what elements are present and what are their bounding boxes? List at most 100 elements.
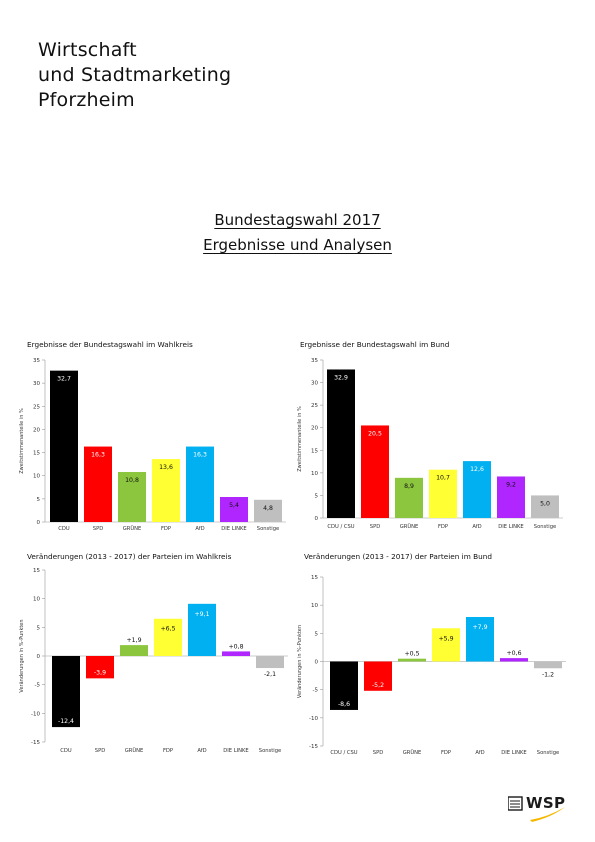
category-label: CDU xyxy=(60,748,72,754)
data-label: -2,1 xyxy=(264,671,276,678)
data-label: +0,6 xyxy=(506,650,521,657)
bar-cdu xyxy=(330,661,358,710)
y-tick-label: 35 xyxy=(33,358,40,364)
y-tick-label: 0 xyxy=(315,660,319,666)
chart-changes-federal: -15 -10 -5 0 5 10 15 Veränderungen in %-Punkten… xyxy=(295,565,595,760)
category-label: FDP xyxy=(441,750,451,756)
y-tick-label: -5 xyxy=(313,688,319,694)
category-label: CDU / CSU xyxy=(327,524,354,530)
y-tick-label: 10 xyxy=(311,603,318,609)
data-label: 10,7 xyxy=(436,475,450,482)
y-tick-label: 15 xyxy=(311,575,318,581)
org-line-3: Pforzheim xyxy=(38,89,135,111)
org-line-2: und Stadtmarketing xyxy=(38,64,232,86)
data-label: 10,8 xyxy=(125,477,139,484)
wsp-logo-mark xyxy=(507,796,565,822)
bar-sonstige xyxy=(256,656,284,669)
data-label: 32,7 xyxy=(57,376,71,383)
y-axis-label: Veränderungen in %-Punkten xyxy=(297,625,303,698)
category-label: FDP xyxy=(161,526,171,532)
data-label: 5,4 xyxy=(229,502,239,509)
y-tick-label: 15 xyxy=(33,451,40,457)
category-label: DIE LINKE xyxy=(223,748,248,754)
bar-gruene xyxy=(118,472,146,522)
data-label: -8,6 xyxy=(338,701,350,708)
category-label: GRÜNE xyxy=(403,749,422,756)
category-label: SPD xyxy=(95,748,105,754)
chart-title-results-federal: Ergebnisse der Bundestagswahl im Bund xyxy=(300,340,450,349)
y-tick-label: -10 xyxy=(31,711,40,717)
data-label: +9,1 xyxy=(194,611,209,618)
chart-results-federal-svg: 0 5 10 15 20 25 30 35 Zweitstimmenanteile in % 32… xyxy=(297,358,563,530)
data-label: -1,2 xyxy=(542,671,554,678)
category-label: CDU xyxy=(58,526,70,532)
category-label: FDP xyxy=(163,748,173,754)
bar-afd xyxy=(466,616,494,662)
category-label: SPD xyxy=(370,524,380,530)
bar-linke xyxy=(500,658,528,662)
wsp-logo: WSP xyxy=(507,793,568,823)
category-label: GRÜNE xyxy=(125,747,144,754)
data-label: 5,0 xyxy=(540,500,550,507)
bar-spd xyxy=(86,656,114,679)
category-label: AfD xyxy=(475,750,484,756)
y-tick-label: 0 xyxy=(315,516,319,522)
y-tick-label: 15 xyxy=(33,568,40,574)
y-tick-label: 5 xyxy=(37,625,41,631)
category-label: GRÜNE xyxy=(400,523,419,530)
data-label: 8,9 xyxy=(404,483,414,490)
data-label: +0,5 xyxy=(404,651,419,658)
bar-cdu xyxy=(327,369,355,518)
bar-fdp xyxy=(429,469,457,518)
y-axis-label: Zweitstimmenanteile in % xyxy=(19,408,25,474)
data-label: -5,2 xyxy=(372,682,384,689)
category-label: DIE LINKE xyxy=(498,524,523,530)
y-tick-label: -10 xyxy=(309,716,318,722)
data-label: +6,5 xyxy=(160,626,175,633)
bar-gruene xyxy=(398,658,426,662)
data-label: +5,9 xyxy=(438,635,453,642)
y-tick-label: 5 xyxy=(315,631,319,637)
bar-fdp xyxy=(154,618,182,656)
y-tick-label: 20 xyxy=(311,426,318,432)
category-label: AfD xyxy=(472,524,481,530)
bar-afd xyxy=(188,603,216,656)
data-label: -12,4 xyxy=(58,718,74,725)
chart-results-district-svg: 0 5 10 15 20 25 30 35 Zweitstimmenanteile in % 32… xyxy=(19,358,286,532)
y-tick-label: 10 xyxy=(33,597,40,603)
bar-sonstige xyxy=(534,661,562,669)
y-tick-label: 15 xyxy=(311,448,318,454)
organization-name: Wirtschaft und Stadtmarketing Pforzheim xyxy=(38,38,231,113)
bar-linke xyxy=(497,476,525,518)
bar-cdu xyxy=(52,656,80,728)
data-label: 4,8 xyxy=(263,505,273,512)
data-label: +1,9 xyxy=(126,637,141,644)
data-label: +0,8 xyxy=(228,643,243,650)
y-tick-label: 25 xyxy=(311,403,318,409)
chart-changes-federal-svg: -15 -10 -5 0 5 10 15 Veränderungen in %-Punkten… xyxy=(297,575,566,756)
y-tick-label: 10 xyxy=(33,474,40,480)
chart-results-district: 0 5 10 15 20 25 30 35 Zweitstimmenanteile in % 32… xyxy=(0,350,300,540)
data-label: -3,9 xyxy=(94,669,106,676)
y-tick-label: 0 xyxy=(37,654,41,660)
bar-sonstige xyxy=(531,495,559,518)
y-tick-label: 25 xyxy=(33,404,40,410)
chart-title-results-district: Ergebnisse der Bundestagswahl im Wahlkre… xyxy=(27,340,193,349)
bar-gruene xyxy=(120,645,148,656)
data-label: 9,2 xyxy=(506,481,516,488)
data-label: 16,3 xyxy=(193,452,207,459)
category-label: DIE LINKE xyxy=(501,750,526,756)
y-tick-label: 0 xyxy=(37,520,41,526)
chart-title-changes-federal: Veränderungen (2013 - 2017) der Parteien… xyxy=(304,552,493,561)
y-tick-label: -5 xyxy=(35,683,41,689)
category-label: CDU / CSU xyxy=(330,750,357,756)
bar-fdp xyxy=(152,459,180,522)
data-label: 32,9 xyxy=(334,374,348,381)
chart-results-federal: 0 5 10 15 20 25 30 35 Zweitstimmenanteile in % 32… xyxy=(295,350,595,540)
category-label: DIE LINKE xyxy=(221,526,246,532)
bar-fdp xyxy=(432,628,460,662)
bar-linke xyxy=(222,651,250,656)
y-tick-label: 10 xyxy=(311,471,318,477)
y-tick-label: 5 xyxy=(315,493,319,499)
org-line-1: Wirtschaft xyxy=(38,39,137,61)
